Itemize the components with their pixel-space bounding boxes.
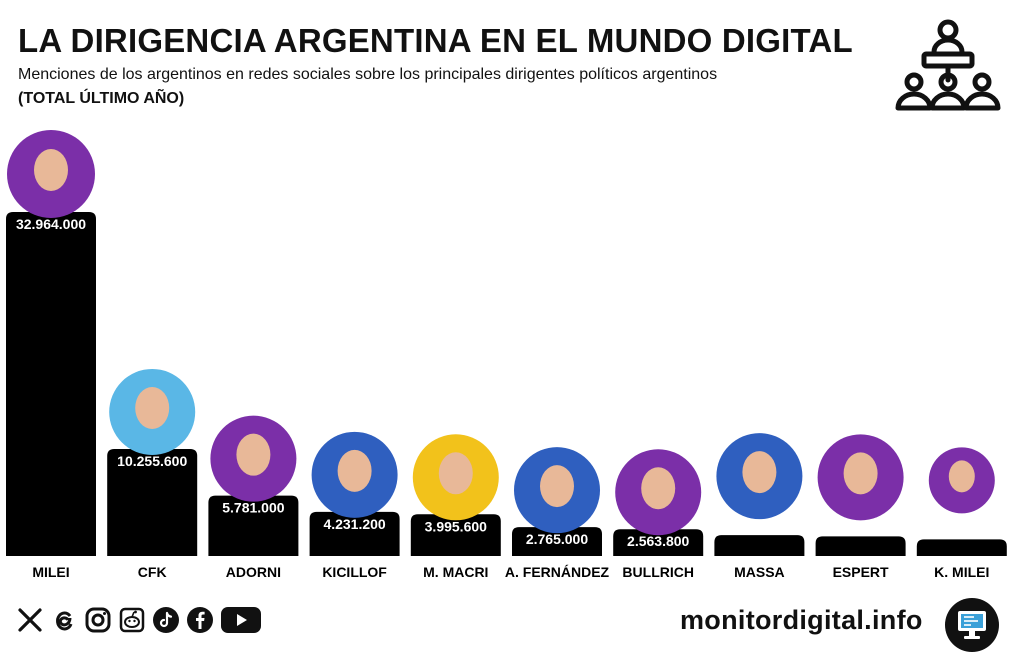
website-url[interactable]: monitordigital.info xyxy=(680,605,923,635)
data-label: 10.255.600 xyxy=(117,453,187,469)
social-icons xyxy=(16,606,262,634)
data-label: 1.881.200 xyxy=(829,517,891,533)
bar-7 xyxy=(714,535,805,556)
bar-8 xyxy=(815,536,906,556)
data-label: 2.563.800 xyxy=(627,533,689,549)
data-label: 5.781.000 xyxy=(222,500,284,516)
chart-subtitle: Menciones de los argentinos en redes soc… xyxy=(18,66,718,83)
bar-3 xyxy=(309,511,400,556)
data-label: 4.231.200 xyxy=(323,516,385,532)
portrait-face xyxy=(438,452,473,495)
portrait-face xyxy=(135,386,170,429)
data-label: 32.964.000 xyxy=(16,216,86,232)
category-label: BULLRICH xyxy=(622,564,694,580)
portrait-face xyxy=(34,149,68,191)
category-label: ADORNI xyxy=(226,564,281,580)
category-label: K. MILEI xyxy=(934,564,989,580)
threads-icon[interactable] xyxy=(50,606,78,634)
category-label: CFK xyxy=(138,564,167,580)
x-icon[interactable] xyxy=(16,606,44,634)
facebook-icon[interactable] xyxy=(186,606,214,634)
category-label: M. MACRI xyxy=(423,564,488,580)
bar-5 xyxy=(512,527,602,556)
data-label: 1.998.700 xyxy=(728,516,790,532)
portrait-face xyxy=(236,433,271,476)
portrait-face xyxy=(742,451,777,494)
reddit-icon[interactable] xyxy=(118,606,146,634)
bar-0 xyxy=(6,212,96,556)
bar-9 xyxy=(916,539,1007,556)
category-label: KICILLOF xyxy=(322,564,387,580)
instagram-icon[interactable] xyxy=(84,606,112,634)
monitor-icon xyxy=(945,598,999,652)
category-label: MILEI xyxy=(32,564,69,580)
data-label: 1.595.300 xyxy=(931,520,993,536)
bar-1 xyxy=(107,448,198,556)
portrait-face xyxy=(337,449,372,492)
category-label: MASSA xyxy=(734,564,785,580)
audience-podium-icon xyxy=(895,19,1001,111)
chart-period-note: (TOTAL ÚLTIMO AÑO) xyxy=(18,90,185,107)
portrait-face xyxy=(843,452,878,495)
portrait-face xyxy=(641,467,676,510)
chart-title: LA DIRIGENCIA ARGENTINA EN EL MUNDO DIGI… xyxy=(18,22,853,59)
category-label: A. FERNÁNDEZ xyxy=(505,564,610,580)
portrait-face xyxy=(948,460,975,493)
youtube-icon[interactable] xyxy=(220,606,262,634)
data-label: 2.765.000 xyxy=(526,531,588,547)
bar-6 xyxy=(613,529,704,556)
bar-4 xyxy=(410,514,501,556)
tiktok-icon[interactable] xyxy=(152,606,180,634)
portrait-face xyxy=(540,465,574,508)
category-label: ESPERT xyxy=(833,564,889,580)
data-label: 3.995.600 xyxy=(425,518,487,534)
bar-2 xyxy=(208,495,299,556)
bar-chart: 32.964.000 MILEI 10.255.600 CFK 5.781.000 ADO… xyxy=(6,130,1007,580)
